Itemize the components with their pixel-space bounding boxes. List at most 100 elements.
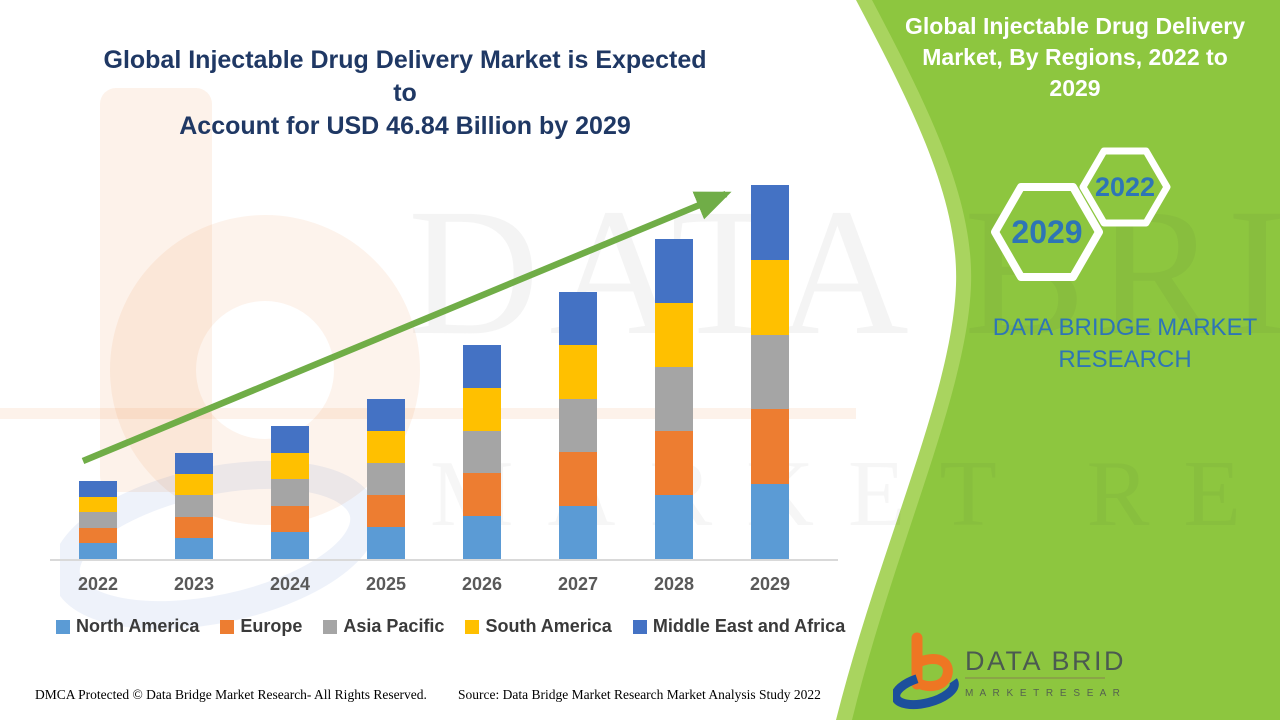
bar-segment-asia-pacific [367,462,405,495]
legend-swatch [632,619,647,634]
legend-item-north-america: North America [56,616,199,637]
stacked-bar-chart: 2022 2023 2024 2025 2026 2027 2028 2029 [50,168,840,618]
side-panel-title-line1: Global Injectable Drug Delivery [905,13,1245,39]
bar-segment-north-america [367,526,405,559]
x-tick-label-2028: 2028 [653,574,695,594]
bar-segment-north-america [463,516,501,559]
legend-item-middle-east-and-africa: Middle East and Africa [632,616,846,637]
stacked-bar-2022 [79,481,117,559]
bar-segment-europe [79,527,117,544]
plot-area [50,168,840,559]
bar-segment-south-america [367,430,405,463]
bar-segment-middle-east-and-africa [559,292,597,346]
bar-segment-asia-pacific [271,479,309,506]
x-tick-label-2023: 2023 [173,574,215,594]
x-tick-label-2029: 2029 [749,574,791,594]
x-tick-label-2022: 2022 [77,574,119,594]
logo-tagline: M A R K E T R E S E A R C H [965,688,1123,699]
bar-segment-north-america [751,484,789,559]
bar-segment-europe [463,473,501,517]
bar-segment-middle-east-and-africa [271,426,309,453]
bar-segment-south-america [271,452,309,480]
bar-segment-europe [751,409,789,485]
page-title-line1: Global Injectable Drug Delivery Market i… [103,46,707,107]
legend-swatch [220,619,235,634]
bar-segment-middle-east-and-africa [175,453,213,475]
legend-item-asia-pacific: Asia Pacific [323,616,444,637]
logo-swoosh [893,670,959,710]
bar-segment-asia-pacific [559,398,597,453]
bar-segment-south-america [175,474,213,496]
bar-segment-europe [271,505,309,533]
bar-segment-europe [175,516,213,538]
bar-segment-south-america [559,345,597,399]
stacked-bar-2024 [271,426,309,559]
brand-text-line1: DATA BRIDGE MARKET [992,314,1258,341]
bar-segment-north-america [655,495,693,559]
stacked-bar-2029 [751,185,789,559]
bar-segment-north-america [559,505,597,559]
legend-label: South America [485,616,612,636]
bar-segment-asia-pacific [463,430,501,474]
hexagon-2022 [1079,147,1171,227]
bar-segment-middle-east-and-africa [463,345,501,388]
bar-segment-europe [655,431,693,495]
hexagon-2029 [991,183,1103,281]
legend-label: Europe [240,616,303,636]
bar-segment-middle-east-and-africa [751,185,789,260]
legend-label: Asia Pacific [343,616,445,636]
x-tick-label-2026: 2026 [461,574,503,594]
x-axis-line [50,559,838,561]
legend-swatch [56,619,70,634]
bar-segment-middle-east-and-africa [79,481,117,497]
legend-label: North America [76,616,200,636]
hexagon-2029-label: 2029 [1011,214,1082,250]
brand-text-line2: RESEARCH [1058,346,1192,374]
logo-b-bowl [913,654,953,692]
stacked-bar-2028 [655,239,693,559]
hexagon-2022-label: 2022 [1095,172,1155,202]
bar-segment-middle-east-and-africa [367,398,405,431]
bar-segment-south-america [463,387,501,431]
legend-swatch [323,619,338,634]
brand-text: DATA BRIDGE MARKET RESEARCH [960,312,1280,377]
legend-item-europe: Europe [220,616,302,637]
chart-legend: North America Europe Asia Pacific South Ame… [56,616,845,637]
legend-label: Middle East and Africa [652,616,846,636]
bar-segment-south-america [655,303,693,367]
logo-name: DATA BRIDGE [965,646,1123,676]
bar-segment-asia-pacific [175,495,213,517]
source-note: Source: Data Bridge Market Research Mark… [458,687,821,702]
bar-segment-asia-pacific [751,334,789,410]
green-panel-main [852,0,1280,720]
bar-segment-europe [367,494,405,527]
stacked-bar-2023 [175,453,213,559]
bar-segment-south-america [79,496,117,513]
bar-segment-europe [559,452,597,506]
dmca-notice: DMCA Protected © Data Bridge Market Rese… [35,687,427,702]
data-bridge-logo: DATA BRIDGE M A R K E T R E S E A R C H [893,632,1123,710]
bar-segment-north-america [79,543,117,559]
stacked-bar-2026 [463,345,501,559]
bar-segment-north-america [271,532,309,559]
bar-segment-south-america [751,259,789,335]
bar-segment-middle-east-and-africa [655,239,693,303]
bar-segment-north-america [175,537,213,559]
legend-item-south-america: South America [465,616,612,637]
x-tick-label-2025: 2025 [365,574,407,594]
stacked-bar-2025 [367,398,405,559]
side-panel-title-line2: Market, By Regions, 2022 to 2029 [922,44,1228,102]
x-tick-label-2027: 2027 [557,574,599,594]
page-title: Global Injectable Drug Delivery Market i… [100,44,710,143]
bar-segment-asia-pacific [655,367,693,431]
trend-arrow-line [81,190,732,465]
side-panel-title: Global Injectable Drug Delivery Market, … [895,11,1255,104]
legend-swatch [465,619,480,634]
x-tick-label-2024: 2024 [269,574,311,594]
bar-segment-asia-pacific [79,512,117,528]
stacked-bar-2027 [559,292,597,559]
